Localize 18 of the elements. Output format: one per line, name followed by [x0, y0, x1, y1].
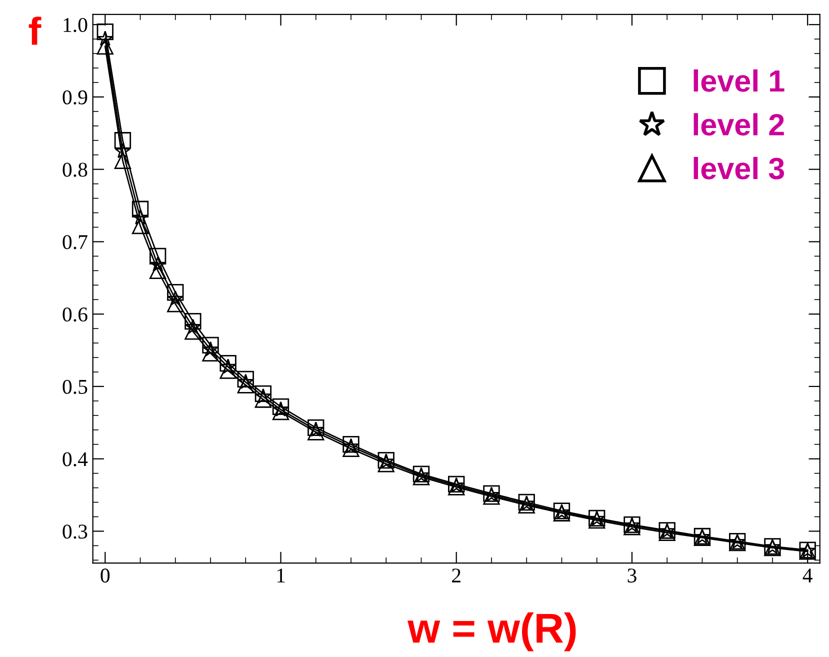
x-tick-label: 3 [628, 568, 636, 583]
x-tick-label: 1 [277, 568, 285, 582]
legend-label: level 3 [694, 156, 784, 180]
y-tick-label: 0.8 [62, 162, 88, 177]
x-tick-label: 2 [452, 568, 460, 582]
y-tick-label: 0.5 [62, 380, 88, 394]
legend-label: level 2 [694, 113, 784, 136]
y-tick-label: 1.0 [64, 18, 88, 32]
y-tick-label: 0.4 [62, 452, 88, 466]
x-tick-label: 0 [100, 568, 110, 583]
legend-label: level 1 [694, 69, 784, 92]
y-tick-label: 0.6 [62, 307, 88, 322]
y-axis-title: f [28, 16, 42, 45]
y-tick-label: 0.7 [62, 235, 88, 250]
x-tick-label: 4 [802, 568, 812, 582]
y-tick-label: 0.9 [62, 90, 88, 104]
x-axis-title: w = w(R) [408, 612, 576, 652]
y-tick-label: 0.3 [62, 524, 88, 539]
